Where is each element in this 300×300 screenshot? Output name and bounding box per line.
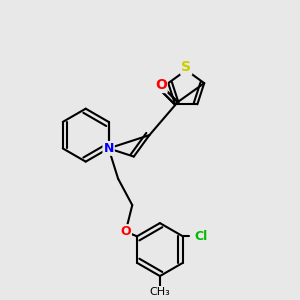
Text: S: S <box>181 60 191 74</box>
Text: N: N <box>103 142 114 155</box>
Text: CH₃: CH₃ <box>150 287 170 297</box>
Text: O: O <box>155 78 167 92</box>
Text: Cl: Cl <box>194 230 208 243</box>
Text: O: O <box>120 225 131 238</box>
